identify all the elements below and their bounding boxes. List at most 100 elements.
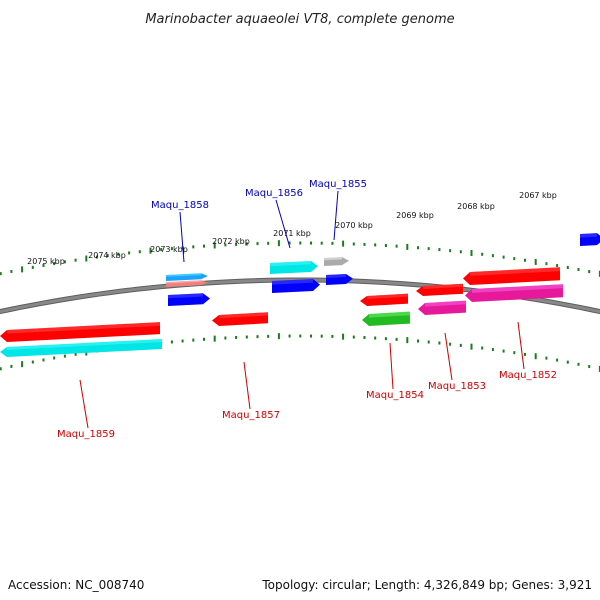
gene-block <box>166 273 210 306</box>
ruler-tick-outer <box>74 258 77 262</box>
ruler-tick-outer <box>320 241 323 245</box>
ruler-tick-inner <box>502 349 505 353</box>
gene-feature <box>0 339 162 357</box>
ruler-tick-label: 2071 kbp <box>273 229 311 238</box>
ruler-tick-inner <box>470 343 473 350</box>
ruler-tick-label: 2074 kbp <box>88 251 126 260</box>
ruler-tick-inner <box>406 337 409 344</box>
gene-feature <box>416 283 463 296</box>
gene-feature-highlight <box>324 257 342 261</box>
ruler-tick-inner <box>513 351 516 355</box>
gene-label-leader <box>517 321 525 370</box>
ruler-tick-outer <box>138 250 141 254</box>
ruler-tick-inner <box>459 343 462 347</box>
ruler-tick-outer <box>31 265 34 269</box>
ruler-tick-inner <box>320 334 323 338</box>
ruler-tick-inner <box>545 356 548 360</box>
ruler-tick-outer <box>556 264 559 268</box>
ruler-tick-inner <box>449 342 452 346</box>
ruler-tick-outer <box>277 240 280 247</box>
gene-label: Maqu_1855 <box>309 179 367 190</box>
gene-feature-highlight <box>272 278 313 285</box>
ruler-tick-outer <box>534 258 537 265</box>
ruler-tick-inner <box>42 358 45 362</box>
gene-feature <box>272 278 320 293</box>
gene-label-leader <box>389 342 394 390</box>
ruler-tick-inner <box>299 334 302 338</box>
gene-feature-highlight <box>580 233 597 238</box>
gene-block <box>324 257 353 285</box>
ruler-tick-label: 2070 kbp <box>335 221 373 230</box>
gene-label: Maqu_1854 <box>366 390 424 401</box>
ruler-tick-outer <box>417 246 419 250</box>
ruler-tick-outer <box>63 260 66 264</box>
ruler-tick-inner <box>352 335 355 339</box>
ruler-tick-inner <box>203 337 205 341</box>
ruler-tick-outer <box>352 242 355 246</box>
ruler-tick-inner <box>63 354 66 358</box>
gene-label-leader <box>179 211 185 263</box>
gene-track <box>0 233 600 357</box>
gene-label-leader <box>243 361 251 410</box>
ruler-tick-inner <box>53 356 56 360</box>
gene-block <box>360 293 410 326</box>
ruler-tick-outer <box>342 240 345 247</box>
accession-label: Accession: NC_008740 <box>8 578 145 592</box>
gene-feature <box>324 257 349 266</box>
ruler-tick-outer <box>588 270 591 274</box>
gene-feature-highlight <box>166 273 201 277</box>
ruler-tick-inner <box>310 334 312 338</box>
gene-block <box>270 260 320 293</box>
ruler-tick-inner <box>384 337 387 341</box>
ruler-tick-inner <box>192 338 195 342</box>
ruler-tick-outer <box>470 249 473 256</box>
gene-feature <box>580 233 600 246</box>
ruler-tick-outer <box>545 262 548 266</box>
ruler-tick-inner <box>556 358 559 362</box>
ruler-tick-inner <box>577 362 580 366</box>
ruler-tick-outer <box>267 241 270 245</box>
ruler-tick-outer <box>406 243 409 250</box>
ruler-tick-inner <box>438 341 441 345</box>
gene-block <box>0 322 162 357</box>
gene-feature-highlight <box>326 274 346 278</box>
ruler-tick-inner <box>277 333 280 340</box>
ruler-tick-outer <box>438 248 441 252</box>
ruler-tick-outer <box>395 244 398 248</box>
ruler-tick-inner <box>74 352 77 356</box>
gene-feature <box>0 322 160 342</box>
ruler-tick-outer <box>203 244 205 248</box>
gene-feature-highlight <box>472 284 563 293</box>
gene-feature <box>362 311 410 326</box>
gene-feature-highlight <box>470 267 560 276</box>
genome-summary: Topology: circular; Length: 4,326,849 bp… <box>262 578 592 592</box>
ruler-tick-outer <box>502 255 505 259</box>
ruler-tick-inner <box>427 340 430 344</box>
ruler-tick-outer <box>106 254 109 258</box>
ruler-tick-inner <box>235 335 238 339</box>
ruler-tick-outer <box>160 248 163 252</box>
gene-label: Maqu_1852 <box>499 370 557 381</box>
gene-feature <box>463 267 560 285</box>
ruler-tick-outer <box>427 247 430 251</box>
ruler-tick-label: 2068 kbp <box>457 202 495 211</box>
ruler-tick-inner <box>374 336 377 340</box>
gene-feature-highlight <box>423 283 463 289</box>
ruler-tick-label: 2075 kbp <box>27 257 65 266</box>
ruler-tick-outer <box>245 242 248 246</box>
ruler-tick-outer <box>374 243 377 247</box>
ruler-tick-inner <box>288 334 291 338</box>
ruler-tick-inner <box>491 348 494 352</box>
ruler-tick-outer <box>566 265 569 269</box>
ruler-tick-inner <box>331 334 334 338</box>
ruler-tick-inner <box>256 335 259 339</box>
gene-label: Maqu_1857 <box>222 410 280 421</box>
gene-label-leader <box>275 199 291 249</box>
gene-feature <box>465 284 563 302</box>
ruler-tick-outer <box>459 250 462 254</box>
ruler-tick-outer <box>256 242 259 246</box>
gene-feature <box>270 260 318 274</box>
ruler-tick-outer <box>117 252 120 256</box>
ruler-tick-outer <box>10 269 13 273</box>
